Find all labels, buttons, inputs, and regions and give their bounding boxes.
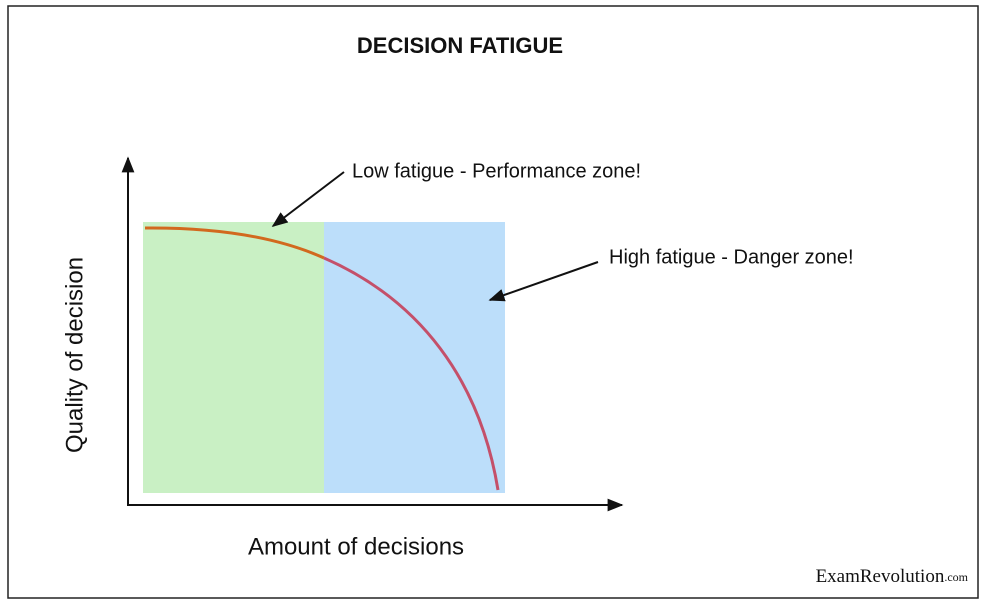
x-axis-label: Amount of decisions	[248, 533, 464, 560]
curve-low	[144, 226, 325, 260]
low-fatigue-zone	[143, 222, 324, 493]
title: DECISION FATIGUE	[357, 33, 563, 58]
watermark-suffix: .com	[944, 570, 968, 584]
watermark-brand: ExamRevolution	[816, 566, 945, 587]
arrow-low	[271, 171, 345, 227]
high-fatigue-zone	[324, 222, 505, 493]
arrow-high	[488, 261, 599, 302]
curve-high	[323, 256, 500, 491]
y-axis-label: Quality of decision	[61, 257, 88, 453]
annotation-high: High fatigue - Danger zone!	[609, 246, 854, 268]
watermark: ExamRevolution.com	[816, 566, 969, 587]
annotation-low: Low fatigue - Performance zone!	[352, 160, 641, 182]
